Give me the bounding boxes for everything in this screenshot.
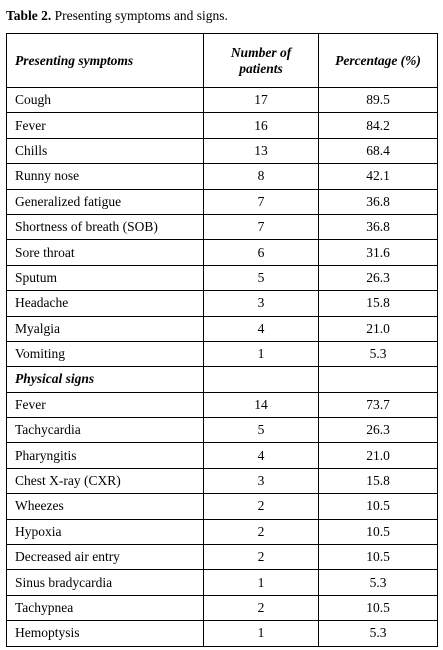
row-label: Hypoxia bbox=[6, 518, 204, 546]
table-row: Wheezes 2 10.5 bbox=[6, 493, 438, 520]
percentage: 5.3 bbox=[318, 569, 438, 596]
percentage: 73.7 bbox=[318, 391, 438, 419]
percentage: 42.1 bbox=[318, 163, 438, 190]
table-row: Sinus bradycardia 1 5.3 bbox=[6, 569, 438, 596]
patient-count: 3 bbox=[203, 467, 319, 495]
row-label: Headache bbox=[6, 290, 204, 317]
percentage: 36.8 bbox=[318, 213, 438, 241]
row-label: Decreased air entry bbox=[6, 544, 204, 571]
section-empty-cell bbox=[318, 366, 438, 393]
percentage: 10.5 bbox=[318, 594, 438, 622]
percentage: 68.4 bbox=[318, 137, 438, 165]
table-row: Pharyngitis 4 21.0 bbox=[6, 442, 438, 469]
patient-count: 3 bbox=[203, 290, 319, 317]
patient-count: 2 bbox=[203, 594, 319, 622]
table-row: Headache 3 15.8 bbox=[6, 290, 438, 317]
table-row: Sputum 5 26.3 bbox=[6, 264, 438, 292]
signs-heading-body: Physical signs bbox=[6, 366, 438, 393]
patient-count: 7 bbox=[203, 188, 319, 215]
row-label: Runny nose bbox=[6, 163, 204, 190]
header-row: Presenting symptoms Number of patients P… bbox=[6, 33, 438, 88]
row-label: Generalized fatigue bbox=[6, 188, 204, 215]
patient-count: 6 bbox=[203, 239, 319, 266]
caption-text: Presenting symptoms and signs. bbox=[51, 8, 228, 23]
percentage: 10.5 bbox=[318, 493, 438, 520]
symptoms-table: Presenting symptoms Number of patients P… bbox=[6, 33, 438, 647]
row-label: Pharyngitis bbox=[6, 442, 204, 469]
row-label: Fever bbox=[6, 112, 204, 139]
row-label: Chest X-ray (CXR) bbox=[6, 467, 204, 495]
percentage: 84.2 bbox=[318, 112, 438, 139]
table-row: Sore throat 6 31.6 bbox=[6, 239, 438, 266]
patient-count: 2 bbox=[203, 518, 319, 546]
percentage: 21.0 bbox=[318, 315, 438, 342]
percentage: 10.5 bbox=[318, 544, 438, 571]
patient-count: 5 bbox=[203, 417, 319, 444]
header-percentage: Percentage (%) bbox=[318, 33, 438, 88]
table-row: Generalized fatigue 7 36.8 bbox=[6, 188, 438, 215]
patient-count: 17 bbox=[203, 86, 319, 114]
patient-count: 4 bbox=[203, 442, 319, 469]
header-number-of-patients: Number of patients bbox=[203, 33, 319, 88]
symptoms-body: Cough 17 89.5 Fever 16 84.2 Chills 13 68.4 Runny … bbox=[6, 86, 438, 368]
patient-count: 1 bbox=[203, 569, 319, 596]
table-row: Hypoxia 2 10.5 bbox=[6, 518, 438, 546]
table-row: Runny nose 8 42.1 bbox=[6, 163, 438, 190]
patient-count: 1 bbox=[203, 340, 319, 368]
percentage: 89.5 bbox=[318, 86, 438, 114]
patient-count: 14 bbox=[203, 391, 319, 419]
percentage: 36.8 bbox=[318, 188, 438, 215]
patient-count: 1 bbox=[203, 620, 319, 647]
percentage: 21.0 bbox=[318, 442, 438, 469]
row-label: Fever bbox=[6, 391, 204, 419]
percentage: 5.3 bbox=[318, 340, 438, 368]
percentage: 15.8 bbox=[318, 467, 438, 495]
row-label: Tachypnea bbox=[6, 594, 204, 622]
row-label: Wheezes bbox=[6, 493, 204, 520]
row-label: Chills bbox=[6, 137, 204, 165]
table-row: Myalgia 4 21.0 bbox=[6, 315, 438, 342]
table-row: Fever 14 73.7 bbox=[6, 391, 438, 419]
header-presenting-symptoms: Presenting symptoms bbox=[6, 33, 204, 88]
row-label: Tachycardia bbox=[6, 417, 204, 444]
table-row: Hemoptysis 1 5.3 bbox=[6, 620, 438, 647]
row-label: Sputum bbox=[6, 264, 204, 292]
table-row: Shortness of breath (SOB) 7 36.8 bbox=[6, 213, 438, 241]
table-row: Tachycardia 5 26.3 bbox=[6, 417, 438, 444]
table-row: Vomiting 1 5.3 bbox=[6, 340, 438, 368]
patient-count: 13 bbox=[203, 137, 319, 165]
row-label: Myalgia bbox=[6, 315, 204, 342]
patient-count: 2 bbox=[203, 493, 319, 520]
patient-count: 16 bbox=[203, 112, 319, 139]
percentage: 5.3 bbox=[318, 620, 438, 647]
percentage: 31.6 bbox=[318, 239, 438, 266]
row-label: Cough bbox=[6, 86, 204, 114]
percentage: 26.3 bbox=[318, 417, 438, 444]
table-row: Chills 13 68.4 bbox=[6, 137, 438, 165]
table-caption: Table 2. Presenting symptoms and signs. bbox=[6, 8, 228, 24]
patient-count: 8 bbox=[203, 163, 319, 190]
patient-count: 2 bbox=[203, 544, 319, 571]
section-heading-physical-signs: Physical signs bbox=[6, 366, 204, 393]
row-label: Sinus bradycardia bbox=[6, 569, 204, 596]
percentage: 26.3 bbox=[318, 264, 438, 292]
section-row: Physical signs bbox=[6, 366, 438, 393]
percentage: 10.5 bbox=[318, 518, 438, 546]
table-row: Chest X-ray (CXR) 3 15.8 bbox=[6, 467, 438, 495]
section-empty-cell bbox=[203, 366, 319, 393]
patient-count: 7 bbox=[203, 213, 319, 241]
row-label: Vomiting bbox=[6, 340, 204, 368]
signs-body: Fever 14 73.7 Tachycardia 5 26.3 Pharyngitis 4 2… bbox=[6, 391, 438, 647]
table-row: Tachypnea 2 10.5 bbox=[6, 594, 438, 622]
table-row: Fever 16 84.2 bbox=[6, 112, 438, 139]
row-label: Hemoptysis bbox=[6, 620, 204, 647]
patient-count: 4 bbox=[203, 315, 319, 342]
percentage: 15.8 bbox=[318, 290, 438, 317]
table-row: Cough 17 89.5 bbox=[6, 86, 438, 114]
row-label: Sore throat bbox=[6, 239, 204, 266]
row-label: Shortness of breath (SOB) bbox=[6, 213, 204, 241]
table-row: Decreased air entry 2 10.5 bbox=[6, 544, 438, 571]
patient-count: 5 bbox=[203, 264, 319, 292]
caption-label: Table 2. bbox=[6, 8, 52, 23]
